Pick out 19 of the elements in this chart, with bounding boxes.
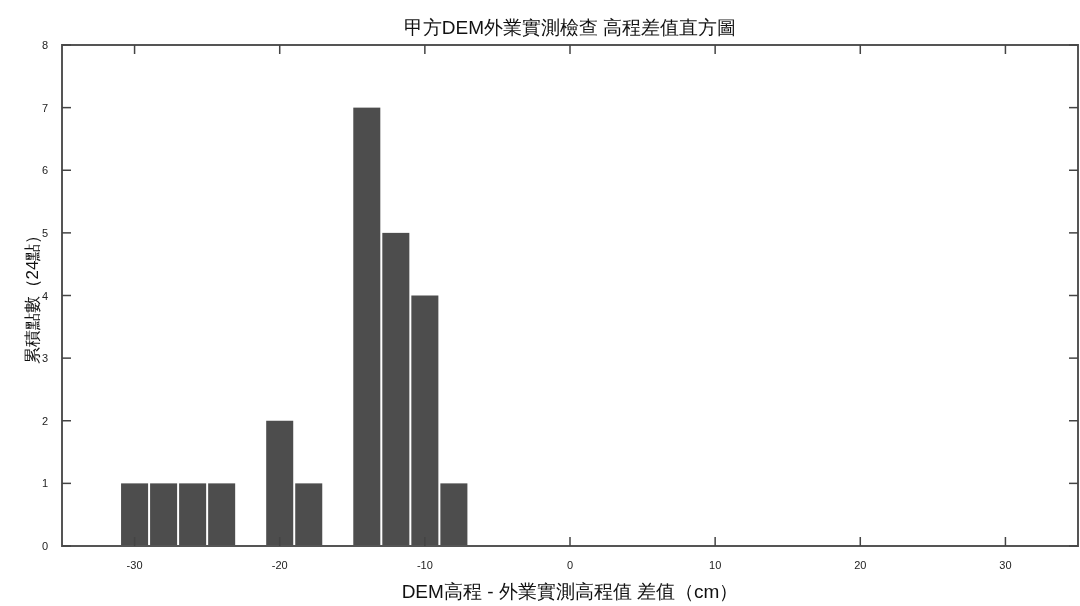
y-tick-label: 0 — [41, 540, 48, 552]
y-tick-label: 6 — [41, 164, 48, 177]
x-axis-title: DEM高程 - 外業實測高程值 差值（cm） — [401, 581, 739, 602]
y-tick-label: 3 — [41, 352, 48, 365]
x-tick-label: 20 — [854, 559, 867, 571]
y-tick-label: 1 — [41, 477, 48, 490]
x-tick-label: 30 — [999, 559, 1012, 571]
x-tick-label: -20 — [271, 559, 288, 571]
y-tick-label: 8 — [41, 39, 48, 51]
x-tick-label: 10 — [709, 559, 722, 571]
x-tick-label: -30 — [126, 559, 143, 571]
y-axis-title: 累積點數（24點） — [23, 226, 42, 365]
y-tick-label: 2 — [41, 414, 48, 427]
y-tick-label: 7 — [41, 101, 48, 114]
x-tick-label: -10 — [416, 559, 433, 571]
chart-title: 甲方DEM外業實測檢查 高程差值直方圖 — [403, 17, 737, 38]
y-tick-label: 5 — [41, 226, 48, 239]
y-tick-label: 4 — [41, 289, 48, 302]
x-tick-label: 0 — [566, 559, 574, 571]
